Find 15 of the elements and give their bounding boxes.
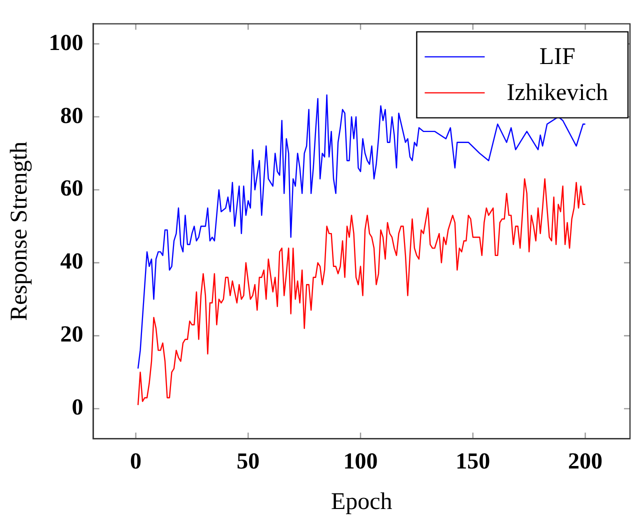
legend-label: LIF xyxy=(539,44,576,70)
x-tick-label: 200 xyxy=(568,448,603,474)
y-tick-label: 60 xyxy=(60,176,84,201)
y-tick-label: 0 xyxy=(72,394,84,420)
x-tick-label: 150 xyxy=(456,448,490,474)
y-tick-label: 20 xyxy=(60,322,84,347)
y-tick-label: 100 xyxy=(48,30,84,55)
x-axis-title: Epoch xyxy=(330,488,392,515)
x-tick-label: 100 xyxy=(343,448,378,474)
y-tick-label: 40 xyxy=(60,248,84,274)
y-tick-label: 80 xyxy=(60,102,84,128)
x-tick-label: 0 xyxy=(130,448,142,474)
x-tick-label: 50 xyxy=(236,448,260,474)
y-axis-title: Response Strength xyxy=(6,142,33,321)
legend-label: Izhikevich xyxy=(506,80,608,106)
